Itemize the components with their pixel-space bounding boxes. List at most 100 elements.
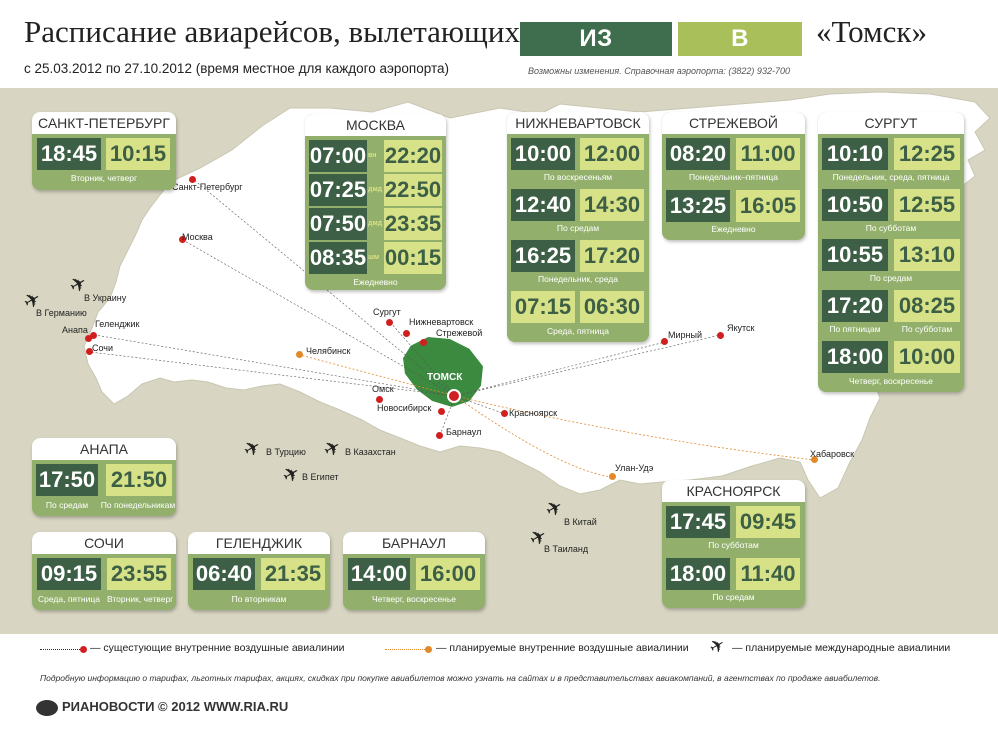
panel-title: НИЖНЕВАРТОВСК [507, 112, 649, 134]
omsk-dot [376, 396, 383, 403]
arrival-time: 00:15 [384, 242, 442, 274]
departure-time: 13:25 [666, 190, 730, 222]
departure-time: 14:00 [348, 558, 410, 590]
airport-code: дмд [368, 220, 383, 227]
days-note-departure: Среда, пятница [38, 594, 100, 604]
tomsk-region [400, 334, 486, 410]
label-gelendzhik: Геленджик [95, 319, 140, 329]
tomsk-dot [447, 389, 461, 403]
tab-departure[interactable]: ИЗ АЭРОПОРТА [520, 22, 674, 86]
arrival-time: 17:20 [580, 240, 644, 272]
arrival-time: 11:40 [736, 558, 800, 590]
krasnoyarsk-dot [501, 410, 508, 417]
arrival-time: 23:55 [107, 558, 171, 590]
existing-routes [89, 178, 721, 436]
legend-existing-dot [80, 646, 87, 653]
panel-title: САНКТ-ПЕТЕРБУРГ [32, 112, 176, 134]
airport-name: «Томск» [816, 14, 927, 49]
legend-plane-icon: ✈ [705, 633, 729, 659]
panel-gelendzhik: ГЕЛЕНДЖИК 06:40 21:35 По вторникам [188, 532, 330, 610]
arrival-time: 22:20 [384, 140, 442, 172]
label-strezhevoy: Стрежевой [436, 328, 483, 338]
brand-copyright: РИАНОВОСТИ © 2012 WWW.RIA.RU [62, 699, 289, 714]
departure-time: 10:55 [822, 239, 888, 271]
panel-barnaul: БАРНАУЛ 14:00 16:00 Четверг, воскресенье [343, 532, 485, 610]
ulan-ude-dot [609, 473, 616, 480]
departure-time: 10:10 [822, 138, 888, 170]
days-note: По вторникам [231, 594, 287, 604]
panel-strezhevoy: СТРЕЖЕВОЙ 08:20 11:00 Понедельник–пятниц… [662, 112, 805, 240]
tab-arrival[interactable]: В АЭРОПОРТ [678, 22, 816, 86]
panel-moscow: МОСКВА 07:00 вн 22:20 07:25 дмд 22:50 07… [305, 114, 446, 290]
panel-title: ГЕЛЕНДЖИК [188, 532, 330, 554]
label-chelyabinsk: Челябинск [306, 346, 351, 356]
panel-spb: САНКТ-ПЕТЕРБУРГ 18:45 10:15 Вторник, чет… [32, 112, 176, 190]
arrival-time: 12:55 [894, 189, 960, 221]
label-novosibirsk: Новосибирск [377, 403, 432, 413]
novosibirsk-dot [438, 408, 445, 415]
legend-planned: — планируемые внутренние воздушные авиал… [436, 642, 689, 654]
days-note: По средам [556, 223, 600, 233]
changes-note: Возможны изменения. Справочная аэропорта… [528, 66, 790, 76]
label-krasnoyarsk: Красноярск [509, 408, 558, 418]
days-note-arrival: Вторник, четверг [107, 594, 174, 604]
label-barnaul: Барнаул [446, 427, 482, 437]
panel-title: КРАСНОЯРСК [662, 480, 805, 502]
days-note: Четверг, воскресенье [371, 594, 457, 604]
label-tomsk: ТОМСК [427, 372, 463, 383]
header: Расписание авиарейсов, вылетающих ИЗ АЭР… [0, 0, 998, 88]
panel-surgut: СУРГУТ 10:10 12:25 Понедельник, среда, п… [818, 112, 964, 392]
label-moscow: Москва [182, 232, 213, 242]
arrival-time: 22:50 [384, 174, 442, 206]
arrival-time: 16:00 [416, 558, 480, 590]
surgut-dot [386, 319, 393, 326]
airport-code: шм [368, 254, 380, 261]
days-note: Среда, пятница [547, 326, 609, 336]
legend-existing: — сущестующие внутренние воздушные авиал… [90, 642, 345, 654]
strezhevoy-dot [420, 339, 427, 346]
label-ulan-ude: Улан-Удэ [615, 463, 654, 473]
footer-note: Подробную информацию о тарифах, льготных… [40, 673, 881, 683]
days-note: По средам [712, 592, 755, 602]
days-note: Понедельник, среда, пятница [832, 172, 950, 182]
label-kazakhstan: В Казахстан [345, 447, 396, 457]
arrival-time: 08:25 [894, 290, 960, 322]
panel-krasnoyarsk: КРАСНОЯРСК 17:45 09:45 По субботам 18:00… [662, 480, 805, 608]
departure-time: 12:40 [511, 189, 575, 221]
departure-time: 18:45 [37, 138, 101, 170]
arrival-time: 14:30 [580, 189, 644, 221]
arrival-time: 11:00 [736, 138, 800, 170]
airport-code: вн [368, 152, 377, 159]
departure-time: 16:25 [511, 240, 575, 272]
chelyabinsk-dot [296, 351, 303, 358]
days-note-arrival: По понедельникам [100, 500, 176, 510]
panel-anapa: АНАПА 17:50 21:50 По средам По понедельн… [32, 438, 176, 516]
mirny-dot [661, 338, 668, 345]
days-note-departure: По средам [45, 500, 89, 510]
airport-code: дмд [368, 186, 383, 193]
arrival-time: 16:05 [736, 190, 800, 222]
subtitle: с 25.03.2012 по 27.10.2012 (время местно… [24, 61, 449, 76]
arrival-time-second: 06:30 [580, 291, 644, 323]
days-note: Четверг, воскресенье [848, 376, 934, 386]
departure-time: 09:15 [37, 558, 101, 590]
moscow-dot [179, 236, 186, 243]
label-china: В Китай [564, 517, 597, 527]
legend-planned-line [385, 649, 425, 650]
arrival-time: 10:00 [894, 341, 960, 373]
panel-title: СТРЕЖЕВОЙ [662, 112, 805, 134]
spb-dot [189, 176, 196, 183]
panel-title: БАРНАУЛ [343, 532, 485, 554]
planned-routes [299, 354, 816, 478]
arrival-time: 21:50 [106, 464, 172, 496]
panel-title: СОЧИ [32, 532, 176, 554]
label-egypt: В Египет [302, 472, 339, 482]
arrival-time: 23:35 [384, 208, 442, 240]
days-note-arrival: По субботам [901, 324, 953, 334]
departure-time: 17:50 [36, 464, 98, 496]
label-turkey: В Турцию [266, 447, 306, 457]
departure-time: 18:00 [666, 558, 730, 590]
departure-time: 08:20 [666, 138, 730, 170]
label-surgut: Сургут [373, 307, 401, 317]
departure-time: 17:45 [666, 506, 730, 538]
